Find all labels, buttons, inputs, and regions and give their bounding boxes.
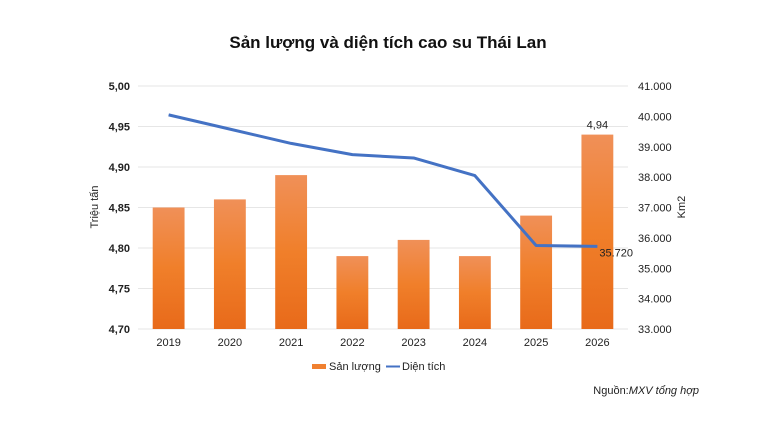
chart-title: Sản lượng và diện tích cao su Thái Lan — [229, 33, 546, 52]
y-tick-label: 4,85 — [109, 203, 130, 215]
source-prefix: Nguồn: — [593, 385, 629, 397]
legend-label-line: Diện tích — [402, 361, 445, 373]
y2-tick-label: 34.000 — [638, 294, 672, 306]
y2-tick-label: 37.000 — [638, 203, 672, 215]
x-tick-label: 2022 — [340, 337, 364, 349]
x-tick-label: 2023 — [401, 337, 425, 349]
y2-tick-label: 33.000 — [638, 324, 672, 336]
y-tick-label: 4,95 — [109, 122, 130, 134]
legend-label-bar: Sản lượng — [329, 361, 381, 373]
x-axis-ticks: 2019 2020 2021 2022 2023 2024 2025 2026 — [156, 337, 609, 349]
y2-tick-label: 40.000 — [638, 111, 672, 123]
line-path — [168, 113, 598, 248]
y2-tick-label: 36.000 — [638, 233, 672, 245]
bar-2024 — [458, 256, 491, 329]
legend: Sản lượng Diện tích — [312, 361, 445, 373]
bar-2019 — [152, 207, 185, 329]
y2-tick-label: 41.000 — [638, 81, 672, 93]
y-tick-label: 5,00 — [109, 81, 130, 93]
bar-2022 — [336, 256, 369, 329]
source-text: MXV tổng hợp — [628, 385, 699, 397]
x-tick-label: 2025 — [524, 337, 548, 349]
bar-2021 — [275, 175, 308, 329]
y-tick-label: 4,90 — [109, 162, 130, 174]
line-series — [168, 113, 598, 248]
line-data-label: 35.720 — [599, 247, 633, 259]
gridlines — [138, 85, 628, 330]
left-axis-ticks: 4,70 4,75 4,80 4,85 4,90 4,95 5,00 — [109, 81, 130, 336]
bar-2020 — [213, 199, 246, 329]
data-labels: 4,94 35.720 — [587, 120, 633, 260]
y2-tick-label: 35.000 — [638, 263, 672, 275]
source-note: Nguồn:MXV tổng hợp — [593, 385, 699, 397]
y-tick-label: 4,80 — [109, 243, 130, 255]
y-tick-label: 4,75 — [109, 284, 130, 296]
right-axis-label: Km2 — [676, 196, 688, 219]
y2-tick-label: 39.000 — [638, 142, 672, 154]
bar-2023 — [397, 239, 430, 329]
y-tick-label: 4,70 — [109, 324, 130, 336]
y2-tick-label: 38.000 — [638, 172, 672, 184]
bars — [152, 134, 614, 329]
x-tick-label: 2020 — [218, 337, 242, 349]
x-tick-label: 2026 — [585, 337, 609, 349]
right-axis-ticks: 33.000 34.000 35.000 36.000 37.000 38.000 39.0… — [638, 81, 672, 336]
x-tick-label: 2021 — [279, 337, 303, 349]
left-axis-label: Triệu tấn — [89, 185, 101, 228]
legend-swatch-bar — [312, 364, 326, 369]
bar-data-label: 4,94 — [587, 120, 608, 132]
x-tick-label: 2019 — [156, 337, 180, 349]
bar-2026 — [581, 134, 614, 329]
x-tick-label: 2024 — [463, 337, 487, 349]
